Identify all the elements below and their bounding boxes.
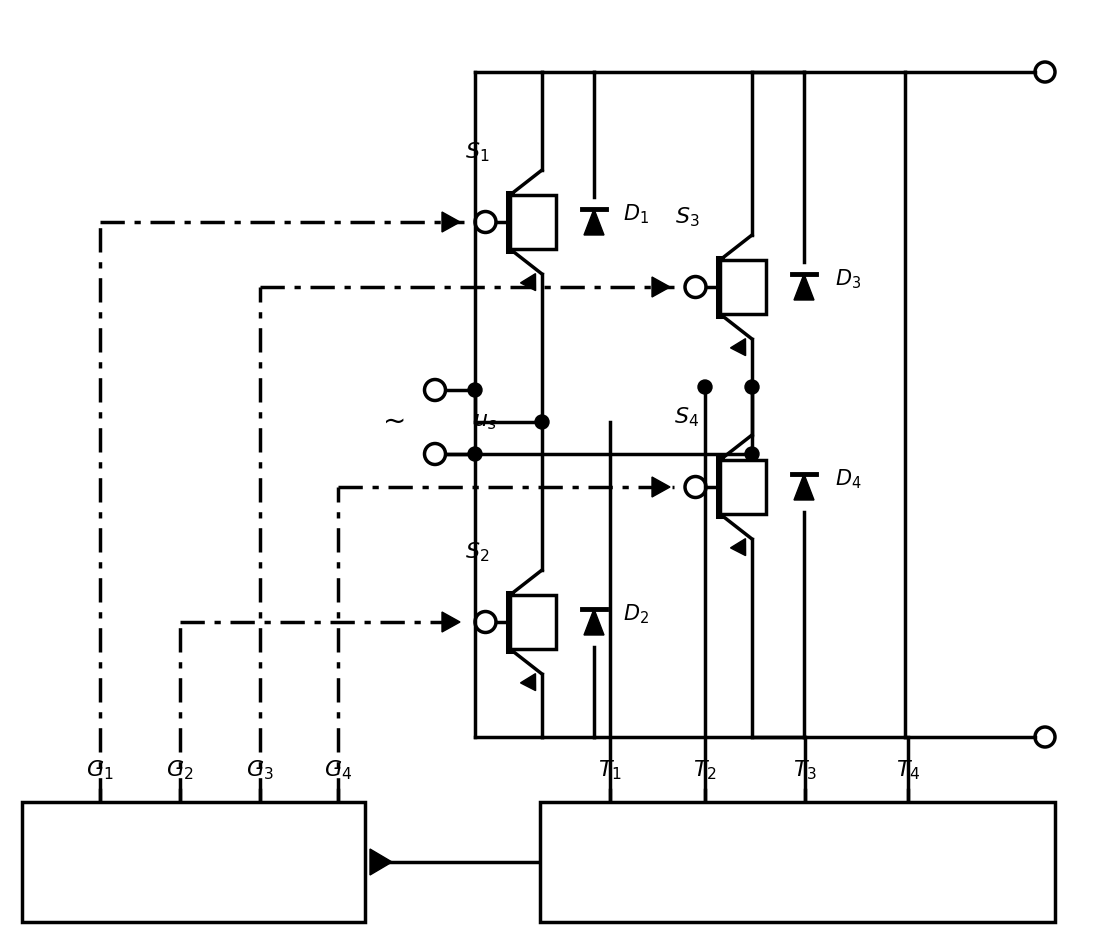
Text: $S_1$: $S_1$ xyxy=(465,140,489,164)
Circle shape xyxy=(468,383,482,397)
Text: $D_3$: $D_3$ xyxy=(835,268,861,291)
Text: $G_2$: $G_2$ xyxy=(167,758,194,782)
Bar xyxy=(510,595,556,649)
Text: 主动温度控制器: 主动温度控制器 xyxy=(749,850,847,874)
Polygon shape xyxy=(794,474,814,500)
Polygon shape xyxy=(731,539,745,556)
Polygon shape xyxy=(442,612,460,632)
Polygon shape xyxy=(521,273,536,290)
Polygon shape xyxy=(731,338,745,355)
Text: $D_1$: $D_1$ xyxy=(623,203,649,226)
Text: $S_4$: $S_4$ xyxy=(674,405,699,429)
Text: $T_2$: $T_2$ xyxy=(693,758,717,782)
Text: $G_3$: $G_3$ xyxy=(247,758,274,782)
Bar xyxy=(22,802,365,922)
Circle shape xyxy=(745,447,760,461)
Polygon shape xyxy=(521,674,536,690)
Polygon shape xyxy=(652,477,670,497)
Text: $S_2$: $S_2$ xyxy=(465,540,489,564)
Text: $D_2$: $D_2$ xyxy=(623,602,649,625)
Text: $G_4$: $G_4$ xyxy=(324,758,352,782)
Text: $u_s$: $u_s$ xyxy=(473,412,496,432)
Polygon shape xyxy=(584,609,604,635)
Circle shape xyxy=(535,415,549,429)
Text: $S_3$: $S_3$ xyxy=(675,205,699,229)
Text: PWM信号发生器: PWM信号发生器 xyxy=(125,850,262,874)
Bar xyxy=(720,260,766,314)
Polygon shape xyxy=(584,209,604,235)
Circle shape xyxy=(468,447,482,461)
Polygon shape xyxy=(442,212,460,232)
Text: ~: ~ xyxy=(384,408,407,436)
Circle shape xyxy=(698,380,712,394)
Bar xyxy=(540,802,1055,922)
Text: $T_3$: $T_3$ xyxy=(792,758,817,782)
Text: $T_1$: $T_1$ xyxy=(598,758,623,782)
Circle shape xyxy=(745,380,760,394)
Polygon shape xyxy=(370,849,392,875)
Text: $T_4$: $T_4$ xyxy=(895,758,921,782)
Polygon shape xyxy=(652,277,670,297)
Text: $D_4$: $D_4$ xyxy=(835,467,861,491)
Polygon shape xyxy=(794,274,814,300)
Text: $G_1$: $G_1$ xyxy=(87,758,114,782)
Bar xyxy=(720,460,766,514)
Bar xyxy=(510,195,556,249)
